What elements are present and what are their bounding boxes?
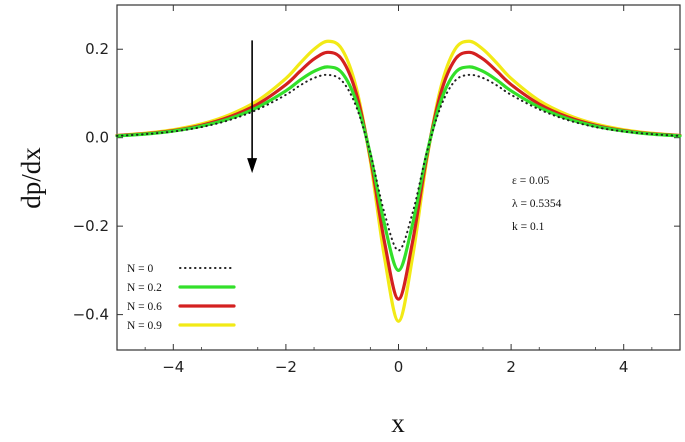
legend-label: N = 0.2: [127, 282, 162, 294]
x-tick-label: −4: [162, 358, 184, 376]
legend-label: N = 0: [127, 263, 154, 275]
x-tick-label: 0: [394, 358, 404, 376]
y-tick-label: −0.2: [73, 217, 109, 235]
arrow-head: [247, 158, 258, 174]
series-line-n-0-9: [115, 39, 682, 323]
x-tick-label: 2: [506, 358, 516, 376]
x-axis-title: x: [391, 408, 405, 438]
series-line-n-0-2: [115, 65, 682, 272]
legend-label: N = 0.6: [127, 301, 162, 313]
annotation-lambda: λ = 0.5354: [512, 198, 562, 210]
annotation-block: ε = 0.05 λ = 0.5354 k = 0.1: [512, 175, 562, 233]
trend-arrow: [247, 40, 258, 174]
legend: N = 0 N = 0.2 N = 0.6 N = 0.9: [127, 263, 236, 332]
y-tick-label: −0.4: [73, 306, 109, 324]
axis-ticks: −4 −2 0 2 4 −0.4 −0.2 0.0 0.2: [73, 5, 680, 376]
series-line-n-0: [116, 73, 681, 252]
series-lines: [115, 39, 682, 323]
x-tick-label: −2: [275, 358, 297, 376]
x-tick-label: 4: [619, 358, 629, 376]
series-line-n-0-6: [115, 50, 682, 301]
y-tick-label: 0.2: [85, 40, 109, 58]
annotation-epsilon: ε = 0.05: [512, 175, 549, 187]
y-tick-label: 0.0: [85, 129, 109, 147]
annotation-k: k = 0.1: [512, 221, 545, 233]
legend-label: N = 0.9: [127, 320, 162, 332]
y-axis-title: dp/dx: [16, 147, 46, 209]
